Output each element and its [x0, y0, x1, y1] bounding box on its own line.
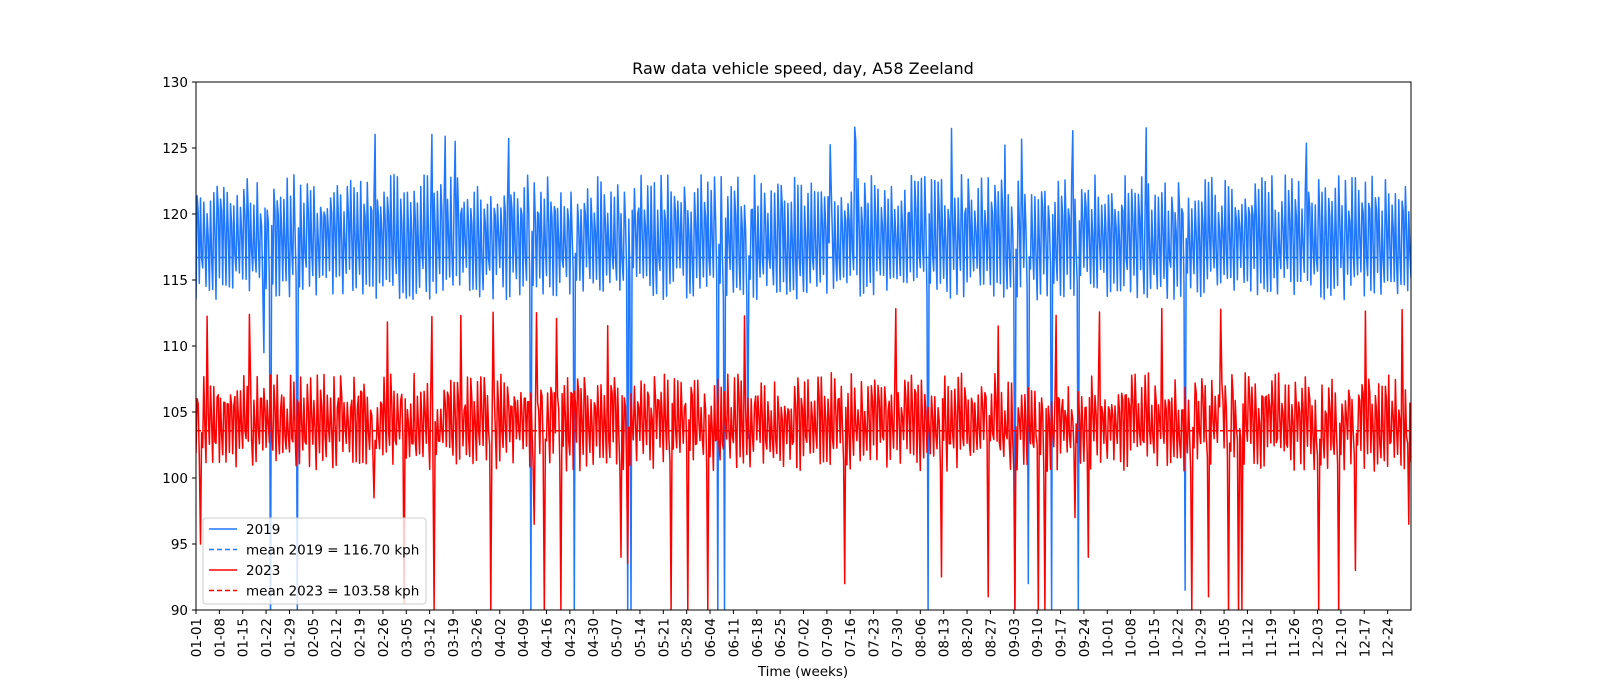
x-tick-label: 05-21 [656, 618, 672, 657]
x-tick-label: 01-15 [236, 618, 252, 657]
x-tick-label: 09-10 [1030, 618, 1046, 657]
x-tick-label: 09-24 [1077, 618, 1093, 657]
x-tick-label: 08-13 [937, 618, 953, 657]
x-tick-label: 03-19 [446, 618, 462, 657]
x-tick-label: 04-30 [586, 618, 602, 657]
x-tick-label: 06-25 [773, 618, 789, 657]
x-tick-label: 08-27 [983, 618, 999, 657]
x-tick-label: 03-05 [399, 618, 415, 657]
series-layer [196, 126, 1411, 610]
x-axis-label: Time (weeks) [757, 664, 848, 680]
x-axis: 01-01 01-08 01-15 01-22 01-29 02-05 02-12 02-19… [189, 610, 1397, 657]
x-tick-label: 12-10 [1334, 618, 1350, 657]
x-tick-label: 01-29 [282, 618, 298, 657]
x-tick-label: 10-29 [1194, 618, 1210, 657]
x-tick-label: 08-06 [913, 618, 929, 657]
x-tick-label: 05-14 [633, 618, 649, 657]
x-tick-label: 12-24 [1381, 618, 1397, 657]
legend-label: 2023 [246, 563, 280, 579]
x-tick-label: 11-12 [1240, 618, 1256, 657]
y-tick-label: 110 [162, 339, 188, 355]
x-tick-label: 02-05 [306, 618, 322, 657]
x-tick-label: 09-03 [1007, 618, 1023, 657]
x-tick-label: 05-28 [680, 618, 696, 657]
x-tick-label: 10-08 [1124, 618, 1140, 657]
legend-box [202, 517, 427, 605]
x-tick-label: 06-11 [726, 618, 742, 657]
x-tick-label: 10-15 [1147, 618, 1163, 657]
x-tick-label: 07-09 [820, 618, 836, 657]
x-tick-label: 08-20 [960, 618, 976, 657]
x-tick-label: 10-22 [1170, 618, 1186, 657]
x-tick-label: 05-07 [610, 618, 626, 657]
legend-label: 2019 [246, 522, 280, 538]
x-tick-label: 11-26 [1287, 618, 1303, 657]
legend: 2019 mean 2019 = 116.70 kph 2023 mean 2023 … [202, 517, 427, 605]
x-tick-label: 03-26 [469, 618, 485, 657]
x-tick-label: 01-01 [189, 618, 205, 657]
x-tick-label: 01-08 [212, 618, 228, 657]
series-line-0 [196, 126, 1411, 610]
x-tick-label: 04-16 [539, 618, 555, 657]
x-tick-label: 07-30 [890, 618, 906, 657]
series-line-2 [196, 307, 1411, 610]
x-tick-label: 06-04 [703, 618, 719, 657]
x-tick-label: 07-02 [797, 618, 813, 657]
x-tick-label: 03-12 [423, 618, 439, 657]
x-tick-label: 11-05 [1217, 618, 1233, 657]
x-tick-label: 01-22 [259, 618, 275, 657]
x-tick-label: 02-26 [376, 618, 392, 657]
x-tick-label: 02-19 [353, 618, 369, 657]
x-tick-label: 09-17 [1054, 618, 1070, 657]
x-tick-label: 04-09 [516, 618, 532, 657]
x-tick-label: 04-02 [493, 618, 509, 657]
y-tick-label: 130 [162, 75, 188, 91]
legend-label: mean 2023 = 103.58 kph [246, 584, 419, 600]
x-tick-label: 10-01 [1100, 618, 1116, 657]
y-tick-label: 105 [162, 405, 188, 421]
legend-label: mean 2019 = 116.70 kph [246, 543, 419, 559]
x-tick-label: 06-18 [750, 618, 766, 657]
chart-title: Raw data vehicle speed, day, A58 Zeeland [632, 59, 974, 78]
y-tick-label: 120 [162, 207, 188, 223]
y-tick-label: 115 [162, 273, 188, 289]
x-tick-label: 07-23 [867, 618, 883, 657]
y-tick-label: 90 [171, 603, 188, 619]
x-tick-label: 12-17 [1357, 618, 1373, 657]
x-tick-label: 02-12 [329, 618, 345, 657]
x-tick-label: 12-03 [1311, 618, 1327, 657]
x-tick-label: 07-16 [843, 618, 859, 657]
y-tick-label: 95 [171, 537, 188, 553]
y-tick-label: 100 [162, 471, 188, 487]
x-tick-label: 04-23 [563, 618, 579, 657]
y-tick-label: 125 [162, 141, 188, 157]
x-tick-label: 11-19 [1264, 618, 1280, 657]
y-axis: 90 95 100 105 110 115 120 125 130 [162, 75, 196, 619]
